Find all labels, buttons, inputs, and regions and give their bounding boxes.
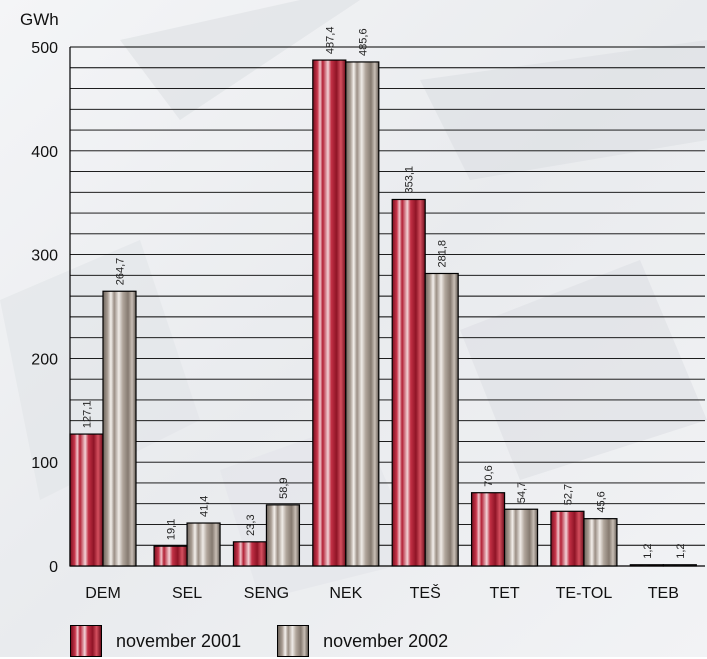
bar-sel-2001 xyxy=(153,545,188,567)
bar-nek-2002 xyxy=(345,61,380,567)
y-tick-label: 0 xyxy=(49,559,58,576)
data-label: 1,2 xyxy=(642,543,654,558)
bar-nek-2001 xyxy=(312,59,347,567)
bar-dem-2001 xyxy=(69,433,104,567)
x-tick-label: SEL xyxy=(172,585,202,602)
data-label: 70,6 xyxy=(483,465,495,486)
data-label: 23,3 xyxy=(245,514,257,535)
bar-teš-2001 xyxy=(391,198,426,567)
y-axis-label: GWh xyxy=(20,10,59,29)
data-label: 45,6 xyxy=(595,491,607,512)
x-tick-label: NEK xyxy=(329,585,362,602)
legend-swatch-2002 xyxy=(277,625,310,657)
data-label: 58,9 xyxy=(278,477,290,498)
x-tick-label: DEM xyxy=(85,585,121,602)
data-label: 485,6 xyxy=(357,28,369,56)
legend-swatch-2001 xyxy=(70,625,102,657)
data-label: 353,1 xyxy=(404,166,416,194)
bar-te-tol-2001 xyxy=(550,510,585,567)
legend-item-2002: november 2002 xyxy=(277,625,448,657)
legend-label-2001: november 2001 xyxy=(116,630,242,651)
y-tick-label: 100 xyxy=(31,455,58,472)
bar-tet-2002 xyxy=(503,508,539,567)
bar-seng-2001 xyxy=(232,541,268,567)
data-label: 1,2 xyxy=(675,543,687,558)
data-label: 41,4 xyxy=(199,496,211,517)
data-label: 54,7 xyxy=(516,482,528,503)
y-tick-label: 300 xyxy=(31,248,58,265)
data-label: 127,1 xyxy=(82,401,94,429)
bar-teš-2002 xyxy=(424,272,459,567)
bar-dem-2002 xyxy=(102,290,137,567)
y-tick-label: 500 xyxy=(31,40,58,57)
bar-te-tol-2002 xyxy=(583,518,618,567)
bar-sel-2002 xyxy=(186,522,221,567)
data-label: 264,7 xyxy=(115,258,127,286)
legend: november 2001 november 2002 xyxy=(70,623,484,659)
x-tick-label: SENG xyxy=(244,585,289,602)
bar-teb-2001 xyxy=(629,564,664,567)
bar-seng-2002 xyxy=(265,504,301,567)
data-label: 487,4 xyxy=(324,27,336,55)
x-tick-label: TEŠ xyxy=(410,583,441,602)
x-tick-label: TEB xyxy=(648,585,679,602)
y-tick-label: 200 xyxy=(31,351,58,368)
bar-tet-2001 xyxy=(470,492,506,567)
data-label: 19,1 xyxy=(166,519,178,540)
y-tick-label: 400 xyxy=(31,144,58,161)
legend-label-2002: november 2002 xyxy=(323,630,449,651)
data-label: 52,7 xyxy=(562,484,574,505)
legend-item-2001: november 2001 xyxy=(70,625,241,657)
x-tick-label: TET xyxy=(489,585,519,602)
data-label: 281,8 xyxy=(437,240,449,268)
x-tick-label: TE-TOL xyxy=(556,585,613,602)
bar-teb-2002 xyxy=(662,564,697,567)
